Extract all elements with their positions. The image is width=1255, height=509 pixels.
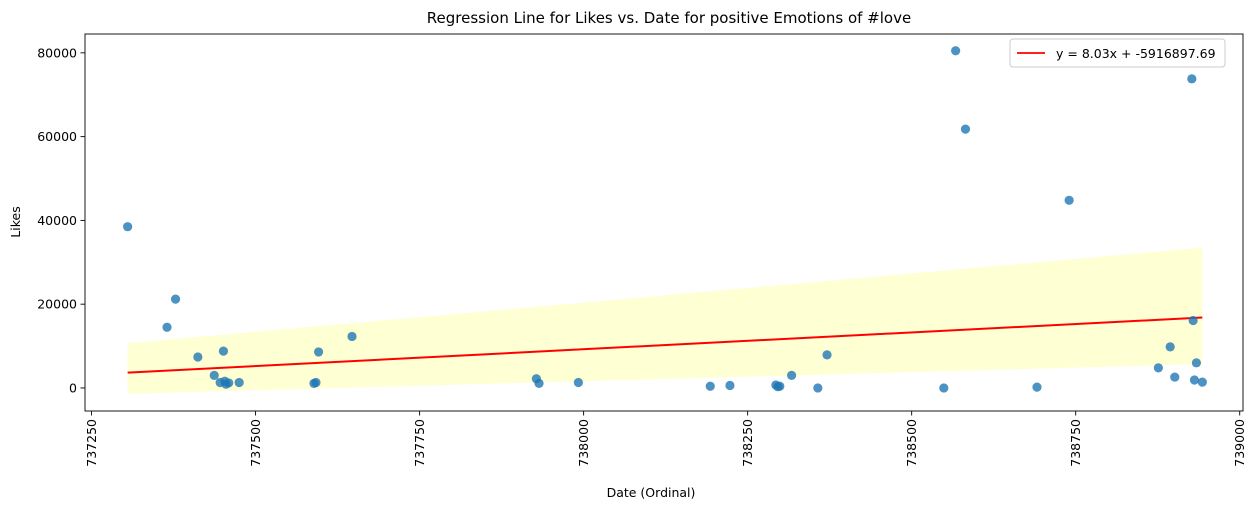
scatter-point-29 (1032, 382, 1042, 392)
scatter-point-0 (123, 222, 133, 232)
axes-layer (84, 33, 1244, 412)
scatter-point-25 (822, 350, 832, 360)
regression-line (127, 316, 1203, 374)
axes-frame (84, 33, 1244, 412)
scatter-point-10 (234, 377, 244, 388)
scatter-point-1 (162, 322, 172, 332)
y-axis-label: Likes (8, 206, 23, 237)
scatter-point-34 (1187, 74, 1197, 84)
scatter-point-13 (313, 347, 324, 357)
scatter-point-33 (1170, 372, 1180, 382)
scatter-point-14 (347, 331, 357, 342)
confidence-band-layer (127, 247, 1203, 394)
x-tick-label-0: 737250 (84, 419, 99, 467)
scatter-point-17 (573, 377, 583, 388)
scatter-point-19 (725, 380, 735, 391)
scatter-point-18 (705, 381, 715, 391)
x-tick-label-7: 739000 (1232, 419, 1247, 467)
chart-title: Regression Line for Likes vs. Date for p… (427, 9, 911, 27)
scatter-point-12 (311, 377, 321, 388)
x-tick-label-5: 738500 (904, 419, 919, 467)
x-axis-label: Date (Ordinal) (607, 485, 696, 500)
legend-entry-regression: y = 8.03x + -5916897.69 (1056, 46, 1216, 61)
scatter-point-9 (224, 378, 234, 388)
scatter-point-31 (1153, 363, 1163, 373)
y-tick-label-1: 20000 (37, 297, 77, 312)
x-tick-label-6: 738750 (1068, 419, 1083, 467)
scatter-point-35 (1188, 315, 1198, 326)
scatter-point-22 (775, 381, 785, 391)
scatter-point-16 (534, 378, 544, 388)
scatter-point-4 (209, 370, 219, 380)
scatter-point-24 (813, 383, 823, 393)
y-tick-label-0: 0 (69, 380, 77, 395)
scatter-point-23 (787, 370, 797, 380)
x-tick-label-3: 738000 (576, 419, 591, 467)
scatter-point-6 (218, 346, 229, 356)
scatter-points-layer (123, 46, 1207, 393)
scatter-point-26 (939, 383, 949, 393)
y-tick-label-2: 40000 (37, 213, 77, 228)
y-tick-label-3: 60000 (37, 129, 77, 144)
scatter-point-2 (170, 294, 181, 304)
legend-box (1009, 38, 1226, 68)
scatter-point-36 (1189, 375, 1200, 385)
scatter-point-37 (1191, 358, 1202, 368)
scatter-point-32 (1165, 342, 1175, 352)
scatter-point-38 (1197, 377, 1207, 387)
ticks-layer: 737250 737500 737750 738000 738250 738500 7387… (37, 45, 1247, 466)
y-tick-label-4: 80000 (37, 45, 77, 60)
scatter-point-28 (960, 124, 971, 134)
x-tick-label-4: 738250 (740, 419, 755, 467)
scatter-point-3 (193, 352, 203, 362)
scatter-point-27 (951, 46, 961, 56)
x-tick-label-1: 737500 (248, 419, 263, 467)
x-tick-label-2: 737750 (412, 419, 427, 467)
scatter-point-30 (1064, 195, 1074, 205)
confidence-band (127, 247, 1203, 394)
regression-line-layer (127, 316, 1203, 374)
legend: y = 8.03x + -5916897.69 (1009, 38, 1226, 68)
